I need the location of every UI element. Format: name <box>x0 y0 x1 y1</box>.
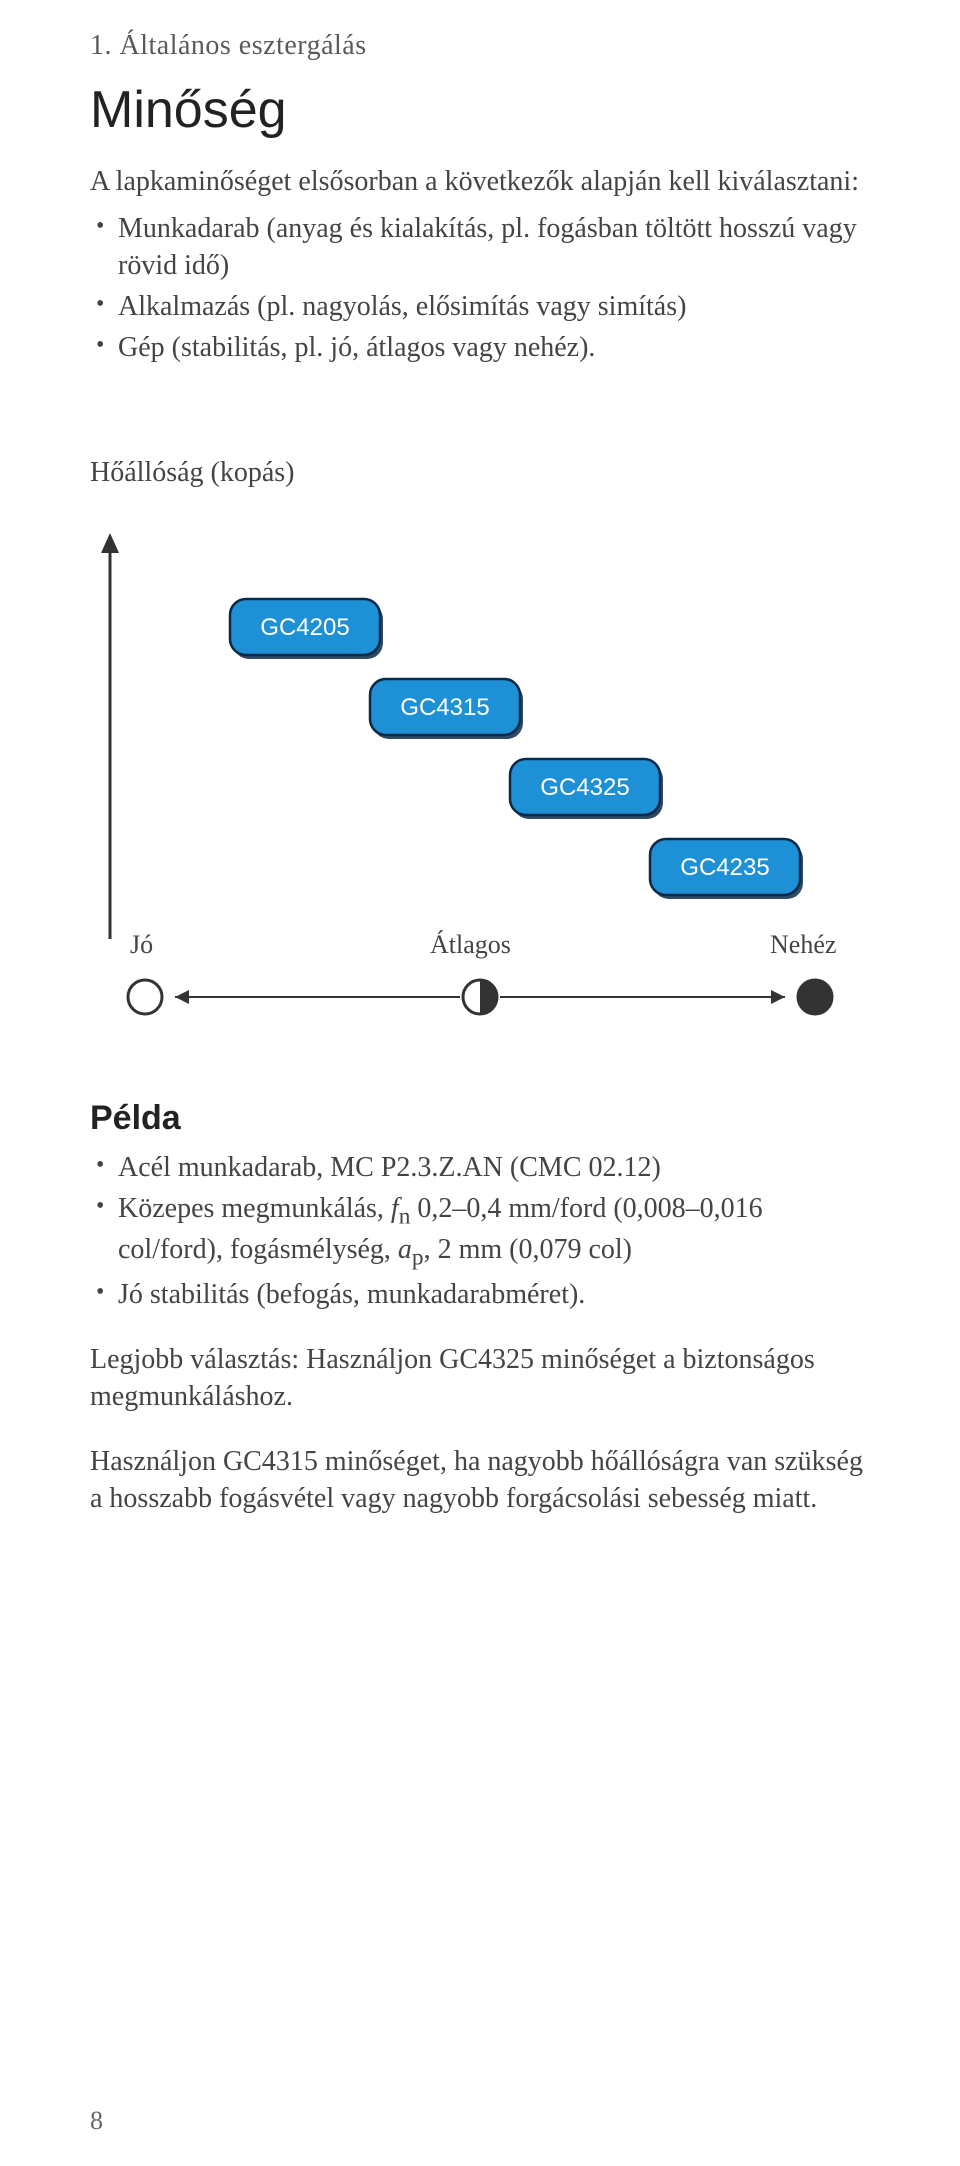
list-item: Gép (stabilitás, pl. jó, átlagos vagy ne… <box>90 330 870 367</box>
example-title: Példa <box>90 1099 870 1138</box>
page-number: 8 <box>90 2106 103 2136</box>
example-bullet-text: Acél munkadarab, MC P2.3.Z.AN (CMC 02.12… <box>118 1152 661 1183</box>
svg-text:GC4325: GC4325 <box>540 774 629 801</box>
var-subscript: p <box>412 1245 424 1271</box>
y-axis-label: Hőállóság (kopás) <box>90 457 870 489</box>
var-italic: f <box>391 1193 399 1224</box>
svg-text:GC4205: GC4205 <box>260 614 349 641</box>
svg-text:Nehéz: Nehéz <box>770 930 836 959</box>
example-bullet-text: Közepes megmunkálás, <box>118 1193 391 1224</box>
var-italic: a <box>398 1234 412 1265</box>
list-item: Munkadarab (anyag és kialakítás, pl. fog… <box>90 211 870 285</box>
page: 1. Általános esztergálás Minőség A lapka… <box>0 0 960 2166</box>
svg-text:Jó: Jó <box>130 930 153 959</box>
grade-diagram: GC4205 GC4315 GC4325 GC4235 Jó Átlagos Nehéz <box>90 509 870 1049</box>
example-bullet-text: , 2 mm (0,079 col) <box>424 1234 632 1265</box>
list-item: Közepes megmunkálás, fn 0,2–0,4 mm/ford … <box>90 1191 870 1274</box>
svg-text:GC4315: GC4315 <box>400 694 489 721</box>
list-item: Jó stabilitás (befogás, munkadarabméret)… <box>90 1277 870 1314</box>
intro-bullet-list: Munkadarab (anyag és kialakítás, pl. fog… <box>90 211 870 367</box>
section-title: Minőség <box>90 80 870 140</box>
intro-text: A lapkaminőséget elsősorban a következők… <box>90 164 870 201</box>
svg-text:GC4235: GC4235 <box>680 854 769 881</box>
paragraph: Használjon GC4315 minőséget, ha nagyobb … <box>90 1444 870 1518</box>
diagram-block: Hőállóság (kopás) GC4205GC4315GC4325GC42… <box>90 457 870 1049</box>
example-bullet-list: Acél munkadarab, MC P2.3.Z.AN (CMC 02.12… <box>90 1150 870 1315</box>
example-bullet-text: Jó stabilitás (befogás, munkadarabméret)… <box>118 1279 585 1310</box>
var-subscript: n <box>399 1203 411 1229</box>
list-item: Acél munkadarab, MC P2.3.Z.AN (CMC 02.12… <box>90 1150 870 1187</box>
chapter-label: 1. Általános esztergálás <box>90 30 870 62</box>
list-item: Alkalmazás (pl. nagyolás, elősimítás vag… <box>90 289 870 326</box>
paragraph: Legjobb választás: Használjon GC4325 min… <box>90 1342 870 1416</box>
svg-text:Átlagos: Átlagos <box>430 930 511 959</box>
